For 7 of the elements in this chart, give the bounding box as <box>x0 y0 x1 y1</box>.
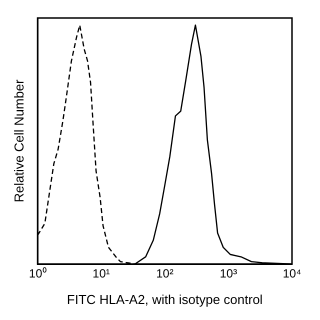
x-tick-label: 10⁰ <box>28 266 46 281</box>
x-tick-label: 10² <box>156 266 174 281</box>
y-axis-title: Relative Cell Number <box>11 78 26 202</box>
x-tick-label: 10³ <box>220 266 238 281</box>
x-axis-title: FITC HLA-A2, with isotype control <box>66 292 263 307</box>
x-tick-label: 10¹ <box>92 266 110 281</box>
x-tick-label: 10⁴ <box>282 266 302 281</box>
